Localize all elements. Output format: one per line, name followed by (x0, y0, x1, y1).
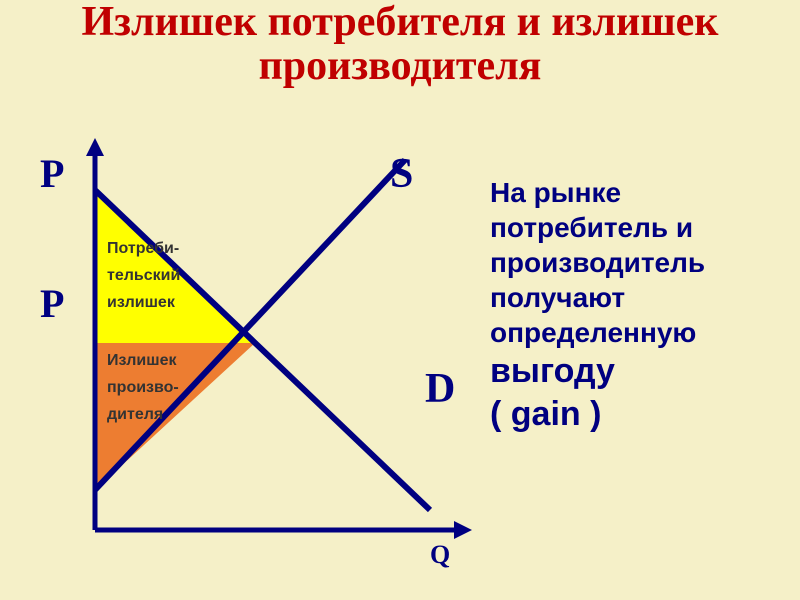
x-axis-label: Q (430, 540, 450, 570)
demand-label: D (425, 365, 455, 413)
explanation-text: На рынкепотребитель ипроизводительполуча… (490, 175, 705, 435)
consumer-surplus-label: Потреби-тельскийизлишек (107, 235, 180, 317)
y-axis-label: P (40, 150, 64, 197)
y-axis-arrow-icon (86, 138, 104, 156)
supply-label: S (390, 150, 413, 198)
price-level-label: P (40, 280, 64, 327)
x-axis-arrow-icon (454, 521, 472, 539)
producer-surplus-label: Излишекпроизво-дителя (107, 347, 179, 429)
